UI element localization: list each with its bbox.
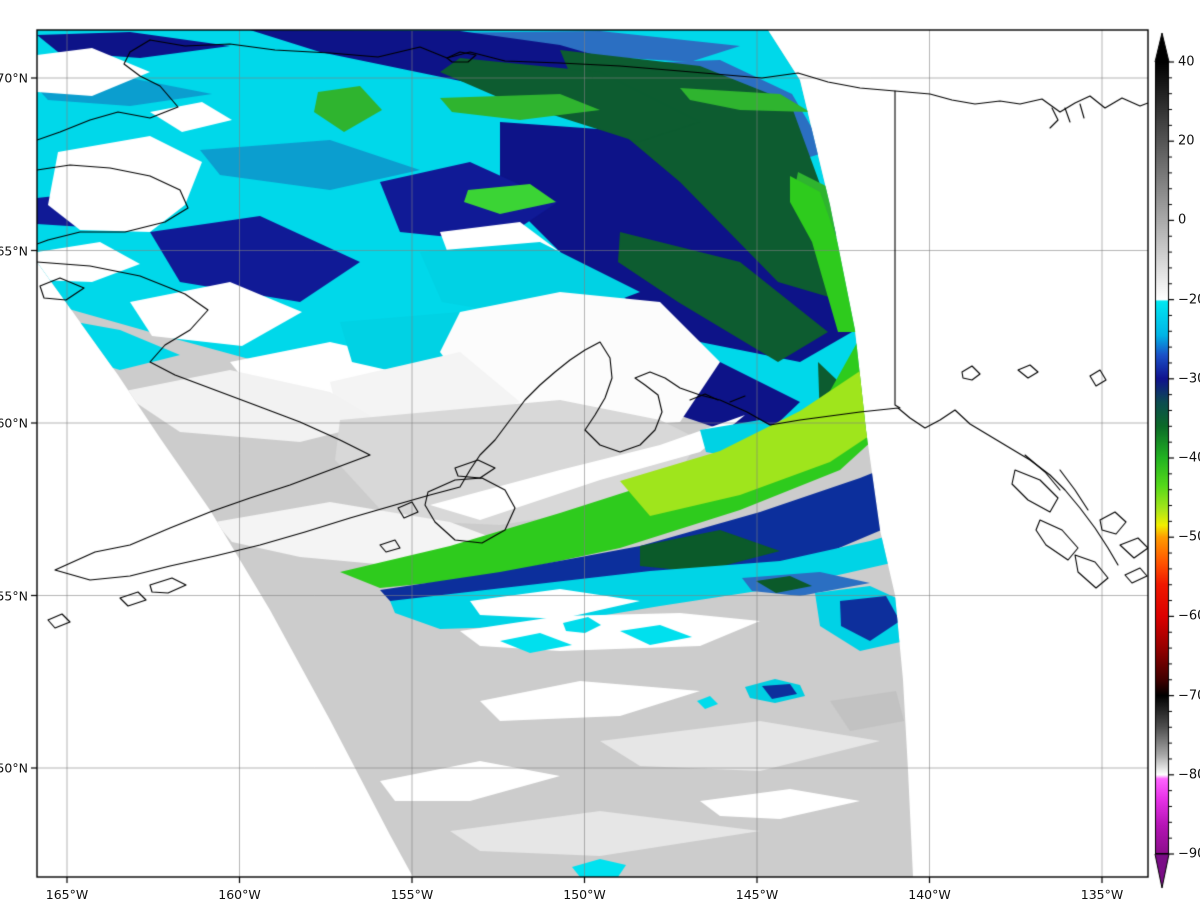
goes-ir-satellite-page: GOES-18 Channel 13 (IR) Brightness Tempe… <box>0 0 1200 906</box>
satellite-map-canvas <box>0 0 1200 906</box>
